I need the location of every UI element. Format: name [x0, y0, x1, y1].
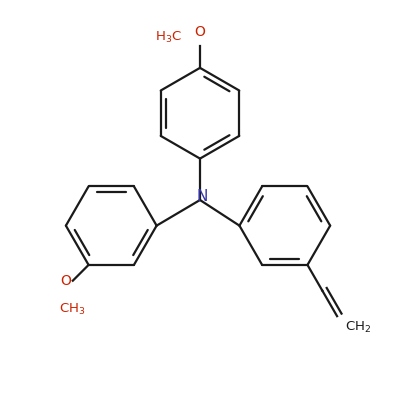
- Text: O: O: [60, 274, 71, 288]
- Text: O: O: [194, 25, 206, 39]
- Text: CH$_3$: CH$_3$: [59, 302, 85, 318]
- Text: N: N: [196, 189, 208, 204]
- Text: CH$_2$: CH$_2$: [345, 320, 371, 335]
- Text: H$_3$C: H$_3$C: [155, 30, 182, 45]
